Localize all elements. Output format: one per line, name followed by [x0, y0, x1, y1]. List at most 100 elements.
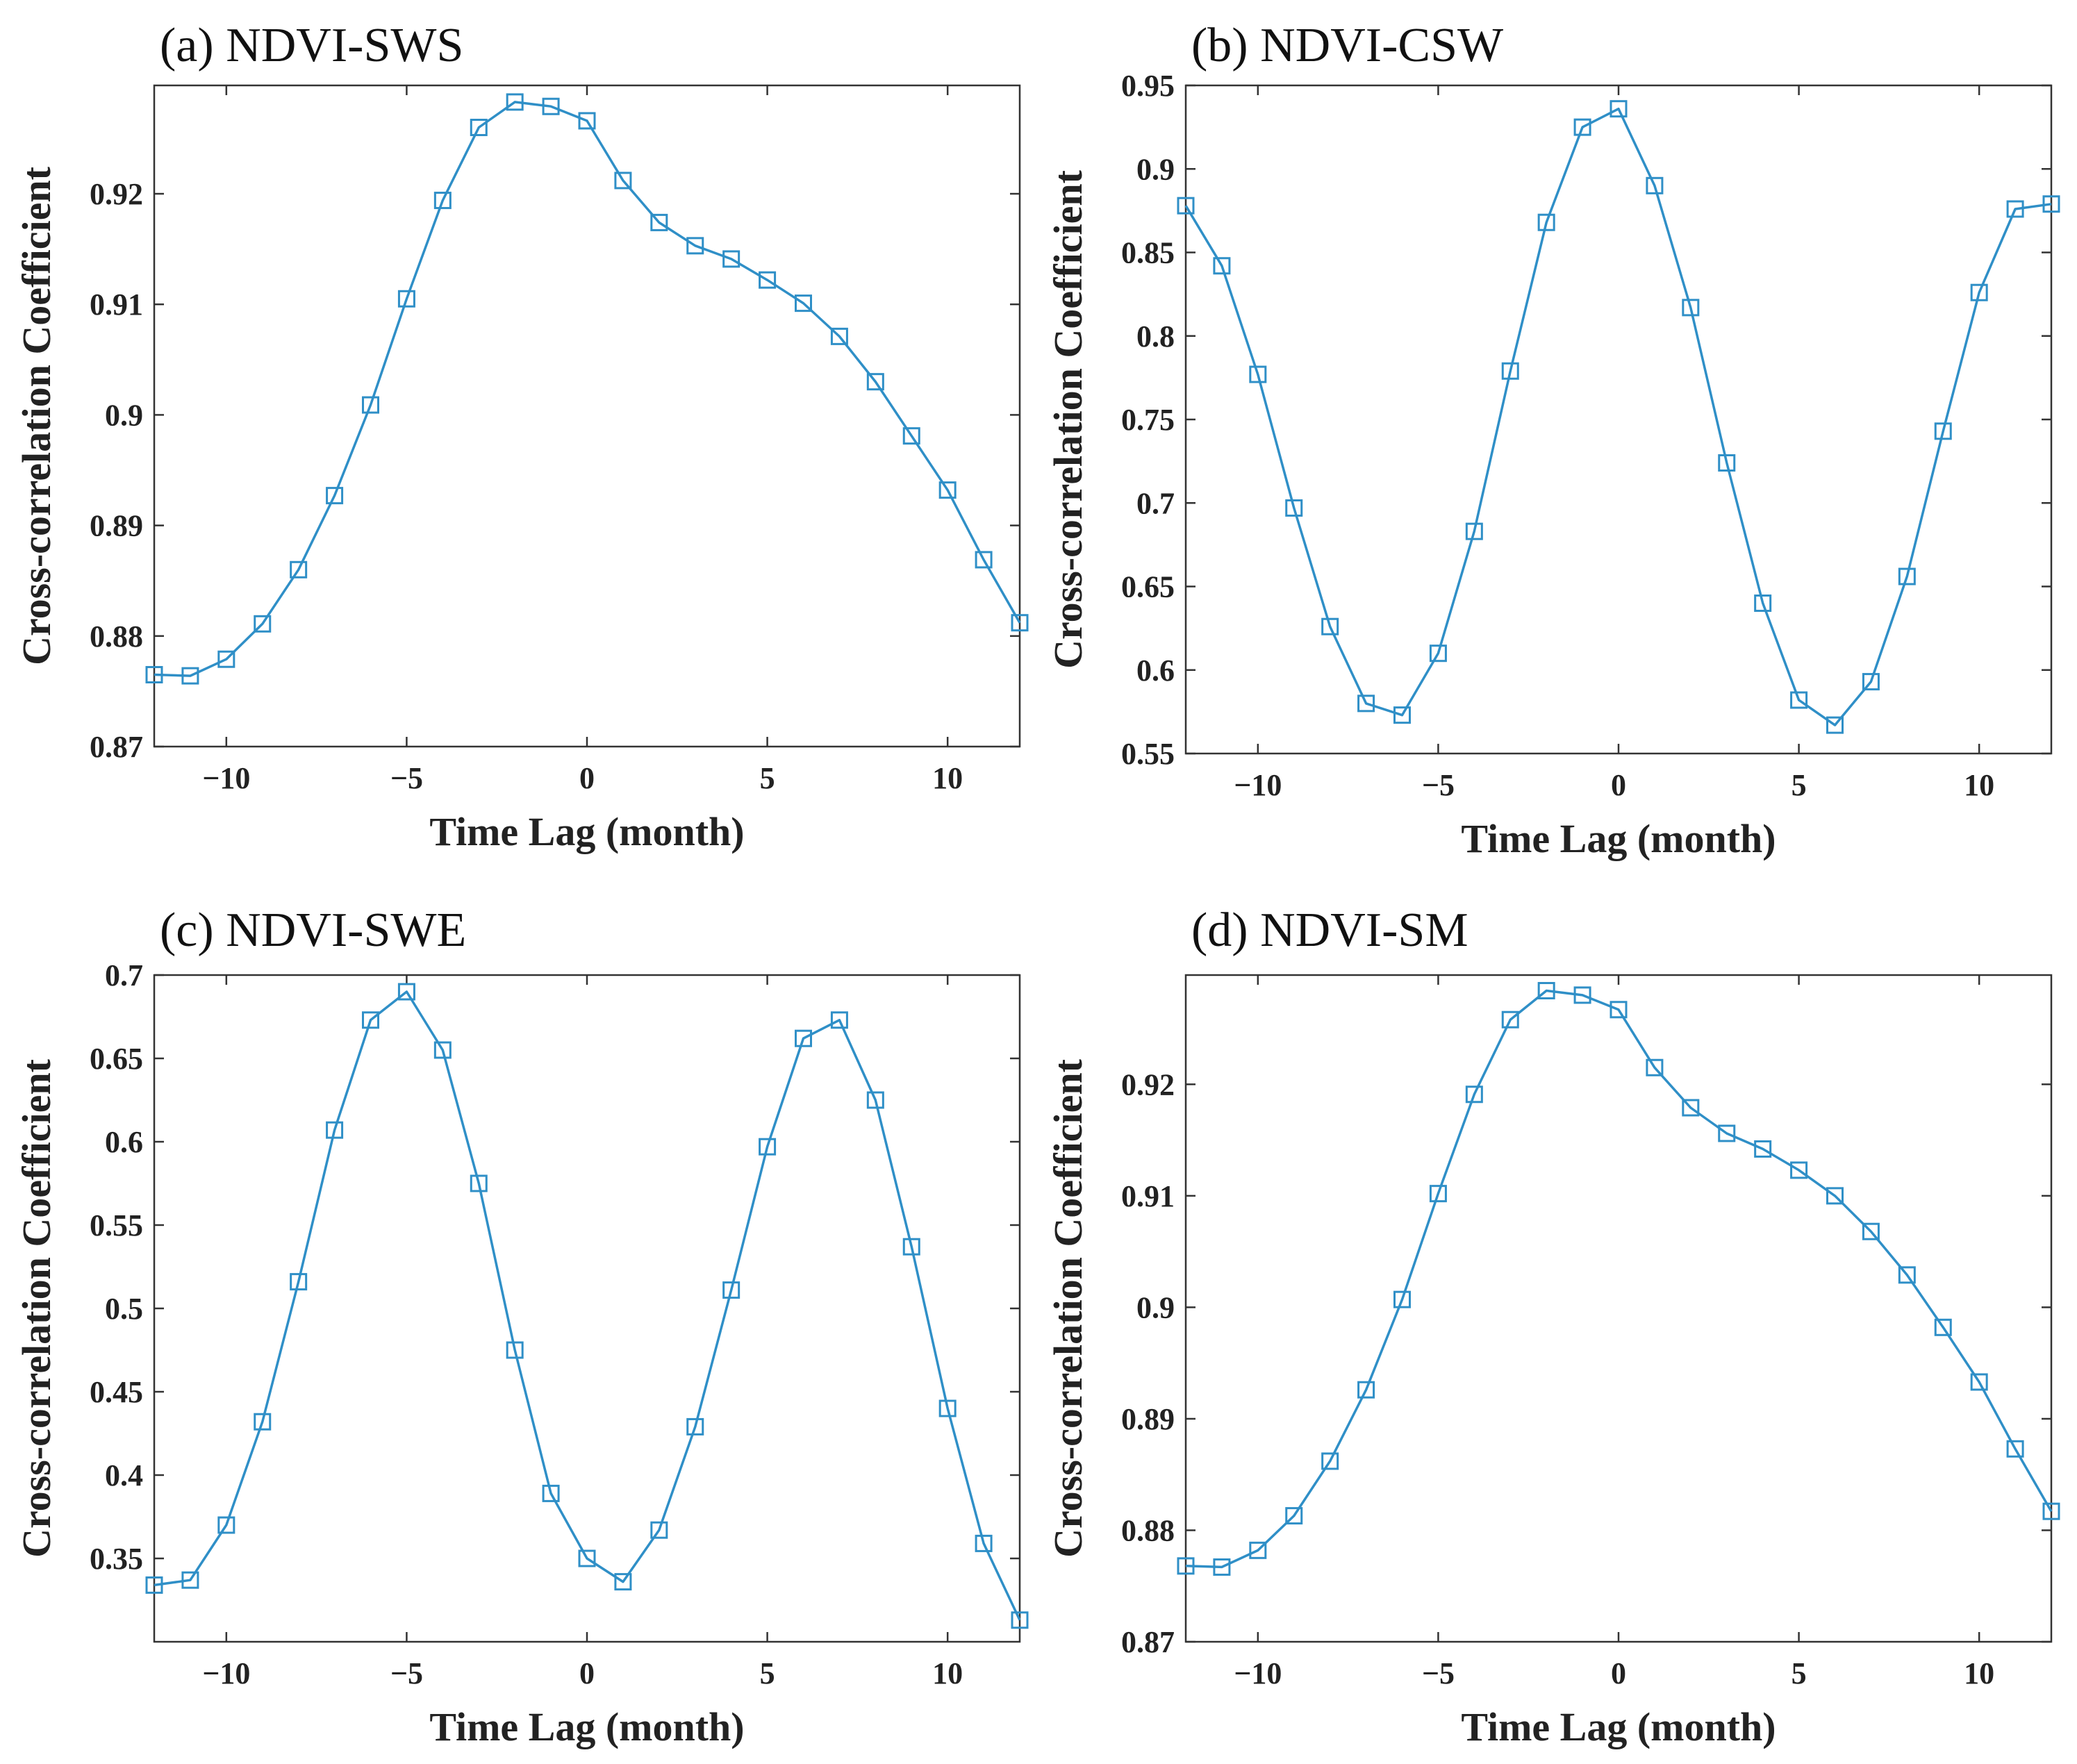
y-tick-label: 0.85 — [1121, 236, 1175, 270]
series-line — [1185, 989, 2053, 1569]
data-point — [2006, 200, 2024, 218]
data-point — [1934, 1318, 1952, 1336]
y-tick-label: 0.35 — [90, 1542, 143, 1576]
data-point — [1934, 422, 1952, 440]
x-tick-label: 5 — [1791, 1656, 1807, 1690]
data-point — [217, 650, 235, 668]
y-tick-label: 0.7 — [105, 958, 143, 992]
data-point — [614, 172, 632, 190]
x-tick-label: −5 — [390, 761, 423, 795]
y-tick-label: 0.88 — [90, 619, 143, 654]
y-tick-label: 0.91 — [1121, 1179, 1175, 1213]
data-point — [1610, 1001, 1628, 1019]
x-axis-label: Time Lag (month) — [1461, 816, 1776, 861]
data-point — [1321, 617, 1339, 635]
data-point — [217, 1516, 235, 1534]
data-point — [2006, 1440, 2024, 1458]
data-point — [1682, 1099, 1700, 1117]
data-point — [326, 487, 344, 505]
panel-title: (d) NDVI-SM — [1191, 904, 1468, 957]
chart-panel-3: (c) NDVI-SWE −10 −5 0 5 10 0.35 0.4 0.45 0.5 0.55 0… — [14, 904, 1029, 1749]
data-point — [1573, 118, 1591, 136]
data-point — [1898, 567, 1916, 585]
y-axis-label: Cross-correlation Coefficient — [1045, 1058, 1091, 1557]
data-point — [830, 327, 848, 345]
data-point — [470, 118, 488, 136]
data-point — [795, 294, 812, 313]
y-tick-label: 0.6 — [105, 1125, 143, 1159]
x-tick-label: 5 — [760, 761, 775, 795]
series-line — [154, 101, 1021, 677]
data-point — [1465, 522, 1483, 540]
data-point — [1177, 1557, 1195, 1575]
y-tick-label: 0.89 — [1121, 1402, 1175, 1436]
x-tick-label: 0 — [579, 761, 595, 795]
x-axis-label: Time Lag (month) — [1461, 1704, 1776, 1749]
data-point — [975, 1534, 993, 1552]
y-tick-label: 0.9 — [1136, 1290, 1175, 1324]
data-point — [1285, 1507, 1303, 1525]
x-axis-label: Time Lag (month) — [429, 1704, 744, 1749]
data-point — [1429, 1185, 1447, 1203]
data-point — [1646, 1058, 1664, 1076]
data-point — [1213, 257, 1231, 275]
data-point — [1393, 706, 1411, 724]
data-point — [650, 213, 668, 231]
x-tick-label: −5 — [1422, 1656, 1455, 1690]
data-point — [1465, 1085, 1483, 1104]
data-point — [759, 271, 777, 289]
y-tick-label: 0.92 — [1121, 1067, 1175, 1101]
y-axis-label: Cross-correlation Coefficient — [1045, 169, 1091, 668]
x-tick-label: 0 — [579, 1656, 595, 1690]
y-tick-label: 0.55 — [90, 1208, 143, 1242]
data-point — [902, 427, 920, 445]
x-tick-label: 0 — [1611, 1656, 1626, 1690]
data-point — [1718, 1124, 1736, 1142]
data-point — [686, 237, 704, 255]
y-tick-label: 0.7 — [1136, 486, 1175, 520]
x-tick-label: 10 — [932, 1656, 963, 1690]
x-tick-label: 5 — [760, 1656, 775, 1690]
data-point — [362, 396, 379, 414]
y-tick-label: 0.88 — [1121, 1513, 1175, 1547]
y-tick-label: 0.65 — [1121, 570, 1175, 604]
plot-frame — [1184, 974, 2053, 1643]
data-point — [1393, 1290, 1411, 1308]
data-point — [506, 1341, 524, 1359]
data-point — [397, 290, 415, 308]
y-tick-label: 0.91 — [90, 288, 143, 322]
data-point — [1970, 283, 1988, 301]
chart-panel-1: (a) NDVI-SWS −10 −5 0 5 10 0.87 0.88 0.89 0.9 0.91… — [14, 19, 1029, 854]
x-tick-label: 10 — [1964, 768, 1994, 802]
y-tick-label: 0.87 — [1121, 1625, 1175, 1659]
data-point — [975, 551, 993, 569]
data-point — [1011, 1611, 1029, 1629]
data-point — [254, 1413, 272, 1431]
data-point — [1501, 1010, 1519, 1029]
data-point — [1537, 213, 1555, 231]
data-point — [830, 1011, 848, 1029]
plot-frame — [1184, 84, 2053, 755]
data-point — [1501, 362, 1519, 380]
x-tick-label: 0 — [1611, 768, 1626, 802]
plot-frame — [153, 84, 1021, 748]
y-tick-label: 0.55 — [1121, 737, 1175, 771]
x-axis-label: Time Lag (month) — [429, 809, 744, 854]
data-point — [866, 373, 884, 391]
x-tick-label: 5 — [1791, 768, 1807, 802]
y-tick-label: 0.4 — [105, 1458, 143, 1492]
panel-title: (c) NDVI-SWE — [160, 904, 466, 957]
series-line — [1184, 107, 2052, 726]
data-point — [938, 481, 957, 499]
data-point — [722, 1281, 740, 1299]
data-point — [1249, 365, 1267, 383]
data-point — [397, 983, 415, 1001]
data-point — [181, 667, 199, 685]
y-tick-label: 0.95 — [1121, 69, 1175, 103]
x-tick-label: −10 — [1234, 768, 1282, 802]
data-point — [1898, 1266, 1916, 1284]
data-point — [1826, 716, 1844, 734]
data-point — [1321, 1452, 1339, 1470]
data-point — [470, 1174, 488, 1192]
data-point — [362, 1011, 379, 1029]
